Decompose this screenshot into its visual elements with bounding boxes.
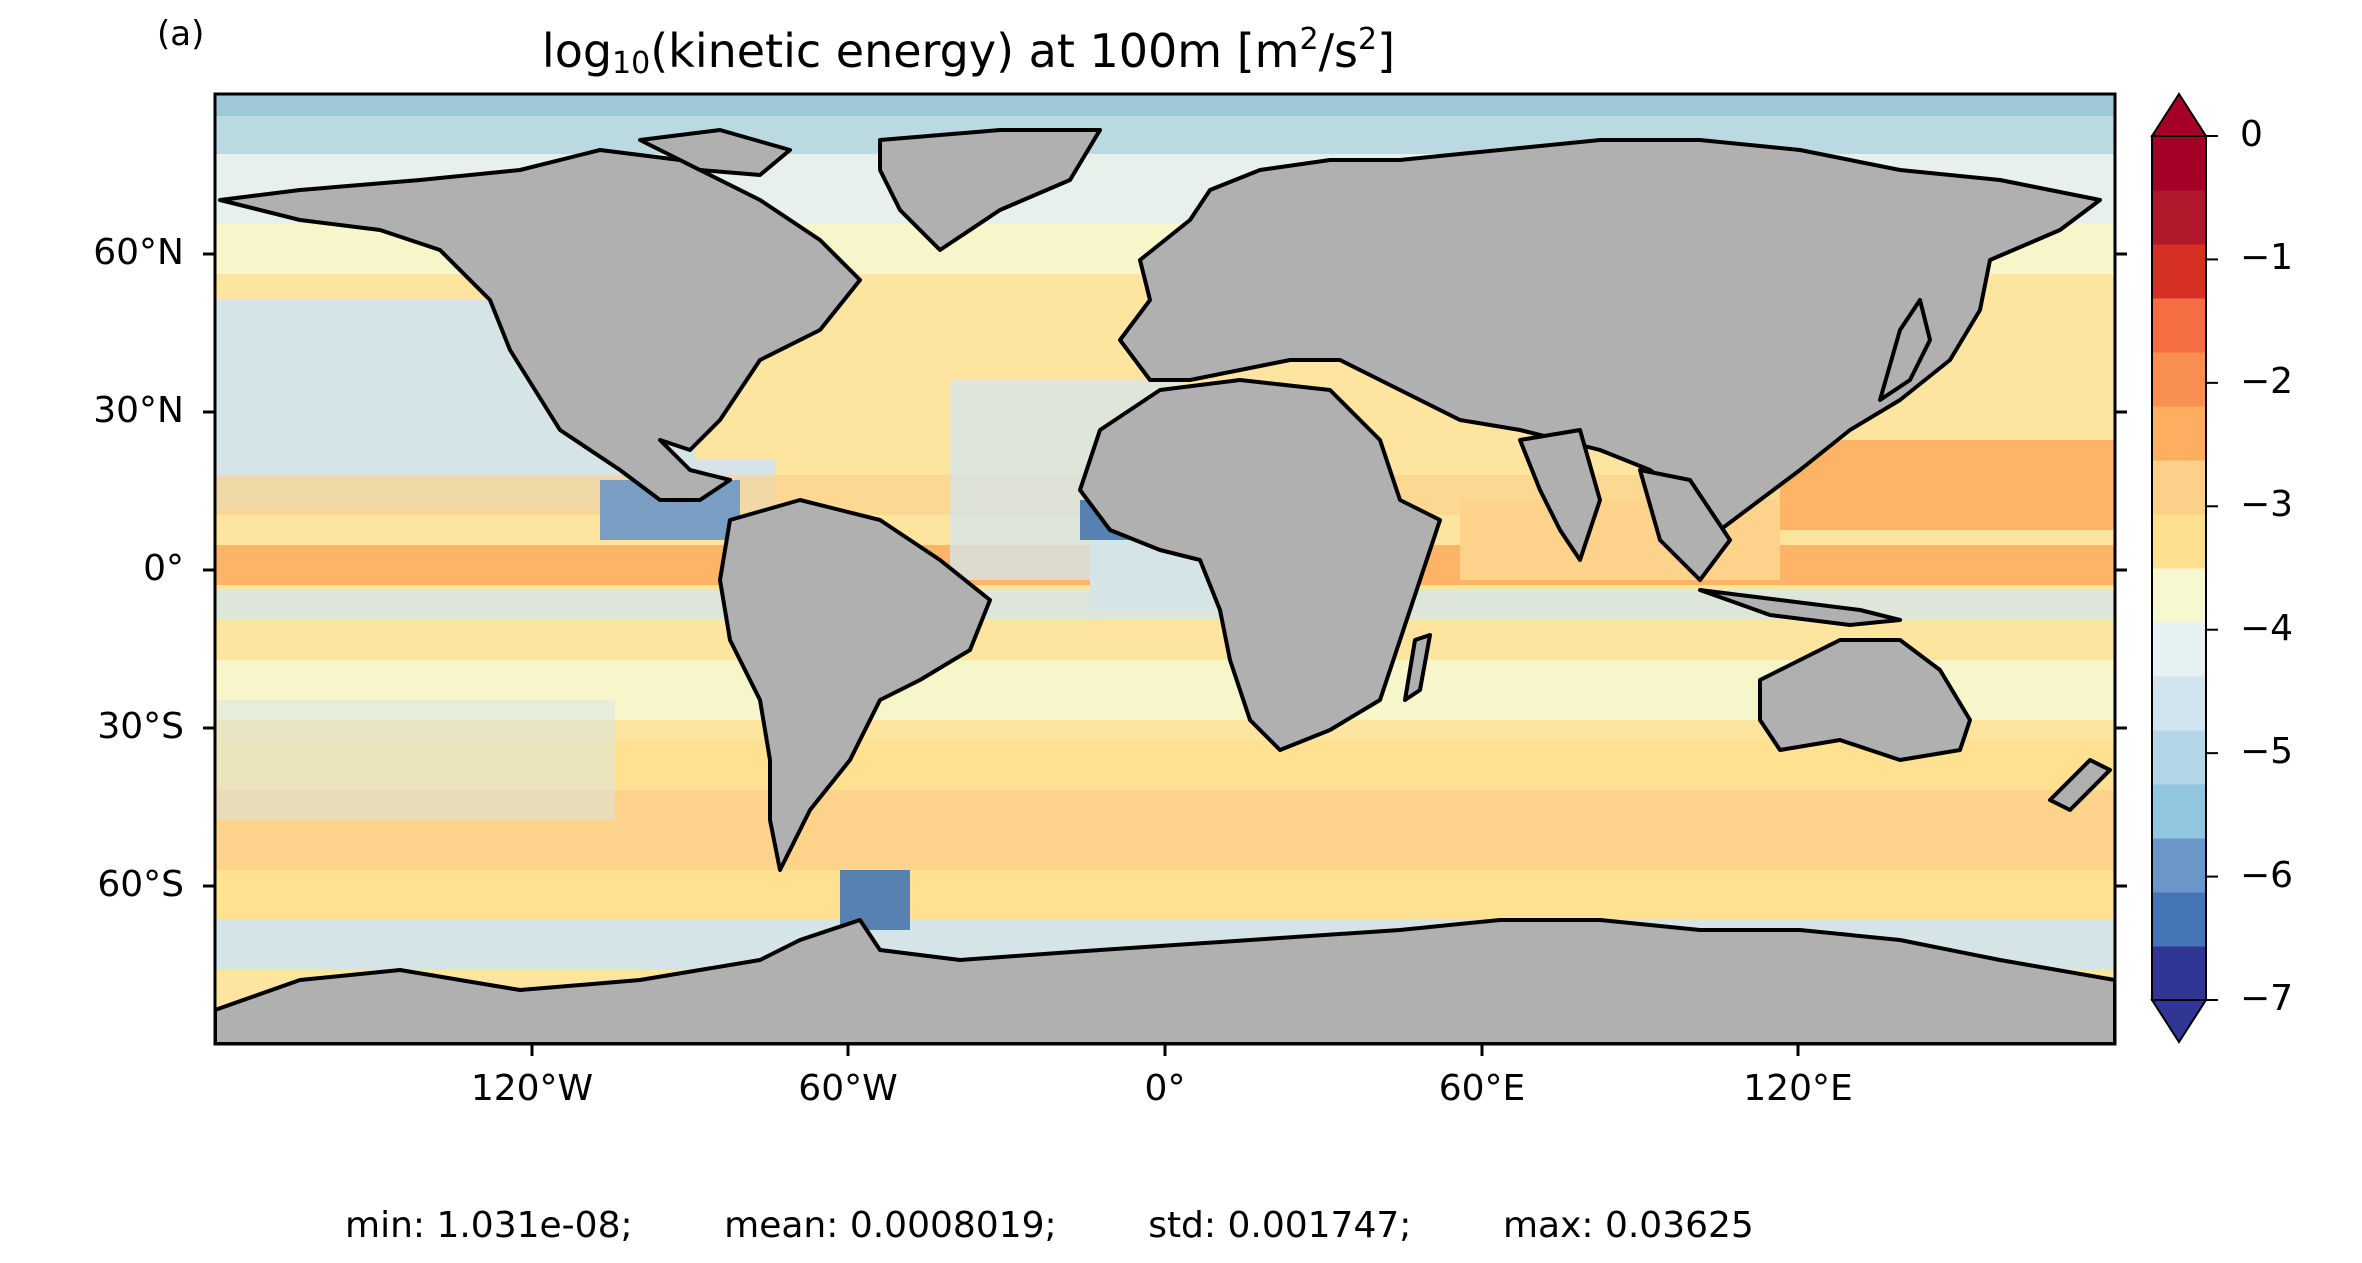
southeast-asia xyxy=(1638,468,1732,582)
colorbar-segment xyxy=(2152,460,2206,515)
colorbar-tick-label: −4 xyxy=(2240,607,2294,649)
colorbar-tick-label: −1 xyxy=(2240,237,2294,279)
indonesia xyxy=(1698,588,1902,627)
colorbar-segment xyxy=(2152,298,2206,353)
colorbar-segment xyxy=(2152,190,2206,245)
map-title: log10(kinetic energy) at 100m [m2/s2] xyxy=(541,22,1396,81)
europe-asia xyxy=(1118,138,2102,532)
lat-label-30s: 30°S xyxy=(97,706,184,747)
colorbar-segment xyxy=(2152,352,2206,407)
new-zealand xyxy=(2048,758,2112,812)
map-panel xyxy=(215,94,2115,1044)
colorbar-segment xyxy=(2152,406,2206,461)
lon-label-60e: 60°E xyxy=(1438,1068,1526,1109)
panel-label: (a) xyxy=(157,14,205,54)
lat-label-60n: 60°N xyxy=(93,232,184,273)
colorbar-segment xyxy=(2152,514,2206,569)
land-masses xyxy=(215,128,2115,1044)
lon-label-0: 0° xyxy=(1144,1068,1186,1109)
colorbar-segment xyxy=(2152,946,2206,1001)
lon-label-60w: 60°W xyxy=(798,1068,898,1109)
lat-label-0: 0° xyxy=(143,548,184,589)
colorbar-segment xyxy=(2152,892,2206,947)
colorbar-segment xyxy=(2152,568,2206,623)
colorbar-segment xyxy=(2152,622,2206,677)
madagascar xyxy=(1403,633,1432,702)
colorbar xyxy=(2150,92,2218,1044)
stat-std: std: 0.001747; xyxy=(1148,1205,1412,1246)
africa xyxy=(1078,378,1442,752)
australia xyxy=(1758,638,1972,762)
colorbar-segment xyxy=(2152,838,2206,893)
lon-label-120e: 120°E xyxy=(1743,1068,1853,1109)
colorbar-tick-label: −5 xyxy=(2240,731,2294,773)
stats-line: min: 1.031e-08; mean: 0.0008019; std: 0.… xyxy=(345,1205,1754,1246)
colorbar-extend-min xyxy=(2150,999,2208,1044)
colorbar-tick-label: −7 xyxy=(2240,978,2294,1019)
colorbar-segment xyxy=(2152,784,2206,839)
south-america xyxy=(718,498,992,872)
colorbar-frame xyxy=(2151,135,2207,1001)
greenland xyxy=(878,128,1102,252)
colorbar-tick-label: −6 xyxy=(2240,854,2294,896)
india xyxy=(1518,428,1602,562)
lat-label-30n: 30°N xyxy=(93,390,184,431)
map-ticks xyxy=(203,252,2127,1056)
stat-mean: mean: 0.0008019; xyxy=(724,1205,1057,1246)
colorbar-extend-max xyxy=(2150,92,2208,137)
colorbar-segment xyxy=(2152,136,2206,191)
arctic-islands xyxy=(638,128,792,177)
lon-label-120w: 120°W xyxy=(470,1068,594,1109)
antarctica xyxy=(215,918,2115,1044)
colorbar-tick-label: −2 xyxy=(2240,360,2294,402)
colorbar-tick-label: −3 xyxy=(2240,484,2294,526)
colorbar-tick-label: 0 xyxy=(2240,114,2263,155)
north-america xyxy=(218,148,862,502)
colorbar-segment xyxy=(2152,244,2206,299)
colorbar-segment xyxy=(2152,676,2206,731)
stat-min: min: 1.031e-08; xyxy=(345,1205,633,1246)
japan xyxy=(1878,298,1932,402)
colorbar-segment xyxy=(2152,730,2206,785)
lat-label-60s: 60°S xyxy=(97,864,184,905)
stat-max: max: 0.03625 xyxy=(1502,1205,1754,1246)
